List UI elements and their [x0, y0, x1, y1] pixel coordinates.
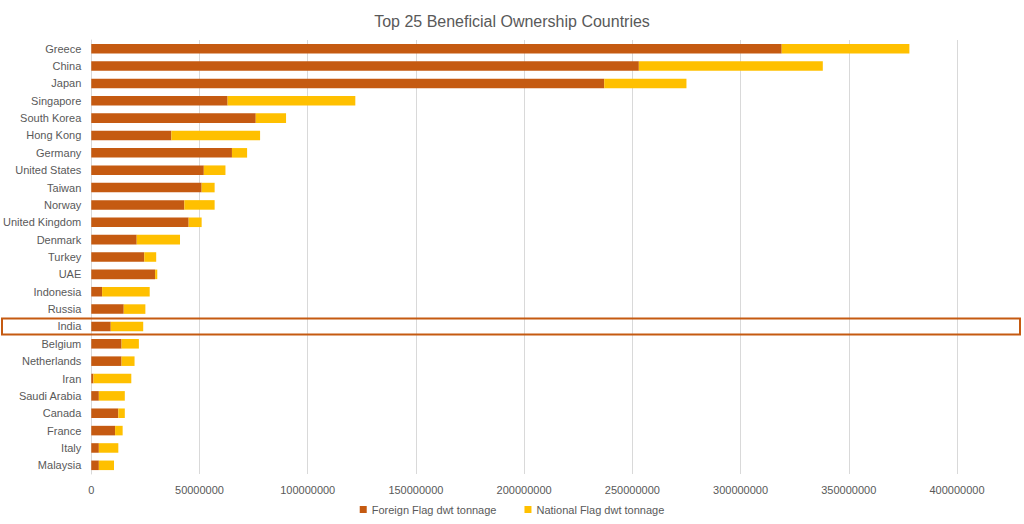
svg-text:Top 25 Beneficial Ownership Co: Top 25 Beneficial Ownership Countries — [374, 13, 650, 30]
svg-text:150000000: 150000000 — [388, 484, 443, 496]
svg-text:Denmark: Denmark — [37, 234, 82, 246]
svg-text:Indonesia: Indonesia — [34, 286, 83, 298]
svg-text:350000000: 350000000 — [821, 484, 876, 496]
svg-text:Iran: Iran — [62, 373, 81, 385]
svg-text:National Flag dwt tonnage: National Flag dwt tonnage — [536, 504, 664, 516]
svg-text:Canada: Canada — [43, 407, 82, 419]
svg-text:400000000: 400000000 — [929, 484, 984, 496]
svg-text:Germany: Germany — [36, 147, 82, 159]
svg-text:China: China — [53, 60, 83, 72]
svg-text:Hong Kong: Hong Kong — [26, 129, 81, 141]
svg-text:Netherlands: Netherlands — [22, 355, 82, 367]
svg-text:Saudi Arabia: Saudi Arabia — [19, 390, 82, 402]
svg-text:100000000: 100000000 — [280, 484, 335, 496]
svg-text:India: India — [57, 320, 82, 332]
svg-text:200000000: 200000000 — [497, 484, 552, 496]
svg-text:United States: United States — [15, 164, 82, 176]
svg-text:0: 0 — [88, 484, 94, 496]
svg-text:Norway: Norway — [44, 199, 82, 211]
svg-text:Greece: Greece — [45, 43, 81, 55]
svg-text:UAE: UAE — [59, 268, 82, 280]
svg-text:Belgium: Belgium — [42, 338, 82, 350]
svg-text:Malaysia: Malaysia — [38, 459, 82, 471]
svg-text:Singapore: Singapore — [31, 95, 81, 107]
svg-text:Turkey: Turkey — [48, 251, 82, 263]
svg-text:France: France — [47, 425, 81, 437]
svg-text:Taiwan: Taiwan — [47, 182, 81, 194]
svg-text:Japan: Japan — [51, 77, 81, 89]
svg-text:Russia: Russia — [48, 303, 83, 315]
svg-text:50000000: 50000000 — [175, 484, 224, 496]
svg-text:Italy: Italy — [61, 442, 82, 454]
svg-text:250000000: 250000000 — [605, 484, 660, 496]
svg-text:United Kingdom: United Kingdom — [3, 216, 81, 228]
svg-text:Foreign Flag dwt tonnage: Foreign Flag dwt tonnage — [372, 504, 497, 516]
svg-text:South Korea: South Korea — [20, 112, 82, 124]
svg-text:300000000: 300000000 — [713, 484, 768, 496]
